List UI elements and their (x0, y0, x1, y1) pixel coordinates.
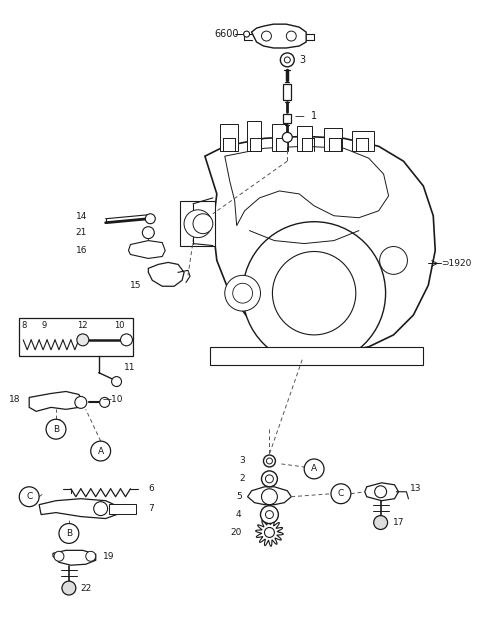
Circle shape (77, 334, 89, 345)
Circle shape (75, 396, 87, 408)
Text: 2: 2 (239, 474, 245, 483)
Text: C: C (338, 489, 344, 498)
Circle shape (193, 214, 213, 233)
Polygon shape (252, 24, 306, 48)
Circle shape (120, 334, 132, 345)
Text: 14: 14 (76, 212, 87, 221)
Circle shape (331, 484, 351, 504)
Text: B: B (53, 425, 59, 434)
Text: B: B (66, 529, 72, 538)
Circle shape (62, 581, 76, 595)
Bar (247, 121, 262, 151)
Text: 11: 11 (123, 363, 135, 372)
Bar (19, 318, 133, 356)
Circle shape (242, 222, 385, 365)
Text: ⊃1920: ⊃1920 (441, 259, 471, 268)
Polygon shape (225, 146, 389, 226)
Text: 8: 8 (21, 321, 26, 331)
Circle shape (244, 31, 250, 37)
Circle shape (59, 524, 79, 544)
Polygon shape (148, 262, 184, 287)
Circle shape (86, 551, 96, 562)
Circle shape (304, 459, 324, 479)
Circle shape (264, 455, 276, 467)
Circle shape (282, 133, 292, 142)
Circle shape (375, 486, 386, 497)
Circle shape (262, 489, 277, 504)
Bar (210, 347, 423, 365)
Circle shape (19, 487, 39, 506)
Text: —10: —10 (103, 395, 123, 404)
Circle shape (145, 214, 155, 224)
Text: 17: 17 (393, 518, 404, 527)
Circle shape (143, 227, 154, 238)
Text: 19: 19 (103, 552, 114, 561)
Bar (220, 124, 238, 151)
Bar (297, 126, 312, 151)
Circle shape (91, 441, 110, 461)
Bar (273, 124, 288, 151)
Circle shape (225, 276, 261, 311)
Text: 10: 10 (115, 321, 125, 331)
Polygon shape (248, 487, 291, 504)
Circle shape (380, 247, 408, 274)
Circle shape (265, 511, 274, 519)
Circle shape (262, 471, 277, 487)
Text: 21: 21 (76, 228, 87, 237)
Circle shape (100, 397, 109, 408)
Circle shape (94, 502, 108, 515)
Text: —  1: — 1 (295, 112, 317, 122)
Text: 4: 4 (236, 510, 241, 519)
Text: 12: 12 (77, 321, 87, 331)
Polygon shape (53, 551, 96, 565)
Bar (180, 201, 215, 246)
Circle shape (273, 251, 356, 335)
Bar (352, 131, 374, 151)
Polygon shape (365, 483, 398, 501)
Circle shape (374, 515, 387, 529)
Circle shape (111, 377, 121, 387)
Text: 20: 20 (230, 528, 241, 537)
Bar (324, 128, 342, 151)
Bar (283, 113, 291, 124)
Polygon shape (205, 137, 435, 353)
Circle shape (261, 506, 278, 524)
Text: 3: 3 (299, 55, 305, 65)
Text: C: C (26, 492, 32, 501)
Circle shape (280, 53, 294, 67)
Circle shape (184, 210, 212, 238)
Circle shape (284, 57, 290, 63)
Text: 13: 13 (410, 485, 422, 494)
Text: 15: 15 (131, 281, 142, 290)
Text: 5: 5 (236, 492, 241, 501)
Text: A: A (311, 465, 317, 474)
Polygon shape (39, 499, 119, 519)
Text: 9: 9 (41, 321, 47, 331)
Text: 18: 18 (9, 395, 21, 404)
Bar (108, 504, 136, 513)
Text: 6: 6 (148, 485, 154, 494)
Text: 16: 16 (76, 246, 87, 255)
Text: 22: 22 (81, 583, 92, 592)
Circle shape (46, 419, 66, 439)
Circle shape (286, 31, 296, 41)
Circle shape (233, 283, 252, 303)
Bar (283, 84, 291, 99)
Text: 3: 3 (239, 456, 245, 465)
Circle shape (265, 475, 274, 483)
Circle shape (264, 528, 275, 537)
Circle shape (262, 31, 271, 41)
Polygon shape (29, 392, 83, 412)
Text: 6600: 6600 (215, 29, 240, 39)
Text: 7: 7 (148, 504, 154, 513)
Circle shape (54, 551, 64, 562)
Polygon shape (129, 240, 165, 258)
Text: A: A (97, 447, 104, 456)
Circle shape (266, 458, 273, 464)
